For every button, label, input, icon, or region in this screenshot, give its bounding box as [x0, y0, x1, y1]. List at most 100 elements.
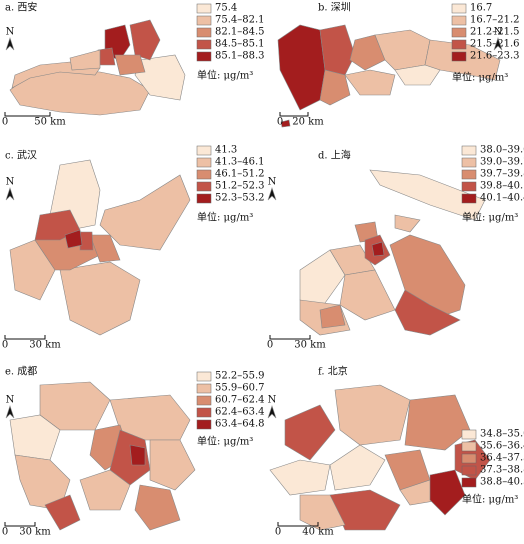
legend-swatch: [461, 169, 477, 180]
region: [429, 469, 466, 516]
legend-label: 75.4–82.1: [215, 15, 265, 26]
north-label: N: [6, 27, 15, 38]
legend-swatch: [461, 453, 477, 464]
legend-label: 51.2–52.3: [215, 181, 265, 192]
legend-label: 39.8–40.1: [480, 181, 524, 192]
region: [129, 19, 161, 61]
legend-label: 40.1–40.4: [480, 193, 524, 204]
unit-label: 单位: μg/m³: [197, 69, 253, 82]
scale-start: 0: [2, 340, 8, 351]
scale-start: 0: [275, 527, 281, 538]
legend-swatch: [461, 465, 477, 476]
panel-title: d. 上海: [318, 149, 351, 162]
north-arrow: [267, 405, 277, 419]
legend-label: 82.1–84.5: [215, 27, 265, 38]
region: [9, 414, 61, 461]
legend-label: 38.0–39.0: [480, 145, 524, 156]
scale-bar: [279, 112, 309, 117]
region: [64, 229, 83, 249]
north-label: N: [494, 27, 503, 38]
legend-swatch: [461, 429, 477, 440]
region: [374, 29, 431, 71]
scale-start: 0: [2, 527, 8, 538]
legend-label: 21.6–23.3: [470, 51, 520, 62]
scale-end: 20 km: [292, 117, 324, 128]
region: [394, 214, 421, 233]
region: [109, 429, 151, 486]
region: [79, 469, 131, 511]
legend-label: 39.7–39.8: [480, 169, 524, 180]
unit-label: 单位: μg/m³: [462, 493, 518, 506]
legend-swatch: [461, 477, 477, 488]
legend-swatch: [196, 15, 212, 26]
scale-bar: [4, 522, 36, 527]
legend-swatch: [451, 3, 467, 14]
scale-start: 0: [267, 340, 273, 351]
region: [134, 484, 181, 531]
region: [339, 269, 396, 321]
legend-swatch: [196, 193, 212, 204]
legend-swatch: [196, 383, 212, 394]
scale-end: 30 km: [29, 340, 61, 351]
region: [134, 54, 186, 101]
region: [69, 49, 101, 71]
region: [129, 444, 146, 466]
region: [89, 234, 121, 263]
north-arrow: [5, 405, 15, 419]
region: [319, 69, 351, 106]
region: [79, 231, 94, 251]
legend-label: 75.4: [215, 3, 237, 14]
unit-label: 单位: μg/m³: [452, 71, 508, 84]
legend-label: 16.7–21.2: [470, 15, 520, 26]
north-arrow: [493, 37, 503, 51]
scale-bar: [4, 335, 46, 340]
legend-label: 85.1–88.3: [215, 51, 265, 62]
legend-swatch: [196, 169, 212, 180]
legend-label: 55.9–60.7: [215, 383, 265, 394]
panel-title: c. 武汉: [5, 149, 37, 162]
legend-label: 36.4–37.3: [480, 453, 524, 464]
region: [97, 47, 116, 66]
region: [59, 261, 141, 336]
scale-start: 0: [277, 117, 283, 128]
scale-end: 30 km: [19, 527, 51, 538]
legend-label: 38.8–40.3: [480, 477, 524, 488]
legend-label: 21.5–21.6: [470, 39, 520, 50]
north-label: N: [6, 395, 15, 406]
region: [277, 24, 326, 111]
scale-bar: [277, 522, 319, 527]
legend-label: 41.3–46.1: [215, 157, 265, 168]
scale-end: 40 km: [302, 527, 334, 538]
unit-label: 单位: μg/m³: [462, 211, 518, 224]
legend-swatch: [451, 15, 467, 26]
region: [280, 119, 291, 128]
legend-label: 46.1–51.2: [215, 169, 265, 180]
legend-label: 21.2–21.5: [470, 27, 520, 38]
legend-swatch: [461, 193, 477, 204]
legend-label: 63.4–64.8: [215, 419, 265, 430]
region: [404, 394, 471, 451]
legend-swatch: [461, 145, 477, 156]
legend-label: 60.7–62.4: [215, 395, 265, 406]
region: [99, 174, 191, 251]
legend-label: 52.2–55.9: [215, 371, 265, 382]
region: [9, 239, 56, 301]
scale-bar: [269, 335, 311, 340]
legend-swatch: [451, 51, 467, 62]
region: [269, 459, 331, 496]
north-label: N: [6, 177, 15, 188]
region: [394, 64, 441, 86]
legend-label: 52.3–53.2: [215, 193, 265, 204]
region: [344, 69, 396, 96]
region: [371, 241, 385, 257]
legend-label: 62.4–63.4: [215, 407, 265, 418]
north-label: N: [268, 395, 277, 406]
legend-swatch: [196, 181, 212, 192]
north-arrow: [267, 187, 277, 201]
legend-swatch: [196, 395, 212, 406]
unit-label: 单位: μg/m³: [197, 211, 253, 224]
region: [319, 24, 356, 76]
panel-title: f. 北京: [318, 365, 348, 378]
north-arrow: [5, 187, 15, 201]
